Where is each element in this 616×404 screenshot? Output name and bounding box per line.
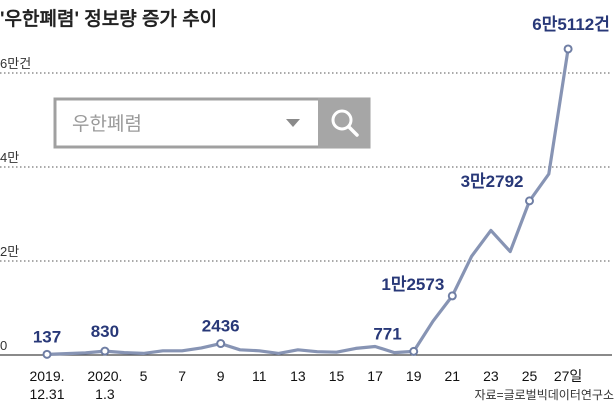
- source-note: 자료=글로벌빅데이터연구소: [475, 388, 615, 402]
- x-tick-label: 7: [178, 368, 186, 384]
- data-point-marker: [42, 349, 52, 359]
- x-tick-label: 1.3: [95, 386, 115, 402]
- data-point-marker: [216, 339, 226, 349]
- x-tick-label: 2019.: [29, 368, 64, 384]
- data-point-marker: [100, 346, 110, 356]
- x-tick-label: 25: [522, 368, 538, 384]
- label-layer: 137 830 2436 771 1만2573 3만2792 6만5112건: [33, 15, 610, 346]
- x-tick-label: 2020.: [87, 368, 122, 384]
- x-axis-ticks: 2019. 12.31 2020. 1.3 5 7 9 11 13 15 17 19 21 23 25 27일: [29, 368, 582, 402]
- y-tick-label: 4만: [0, 150, 19, 165]
- data-point-marker: [525, 196, 534, 206]
- x-tick-label: 11: [252, 368, 267, 384]
- x-tick-label: 19: [406, 368, 422, 384]
- data-point-marker: [409, 346, 419, 356]
- data-label: 2436: [202, 317, 240, 336]
- data-label: 771: [373, 324, 401, 343]
- data-label: 3만2792: [461, 172, 524, 191]
- y-tick-label: 6만건: [0, 56, 31, 71]
- x-tick-label: 17: [367, 368, 383, 384]
- x-tick-label: 15: [329, 368, 345, 384]
- x-tick-label: 23: [483, 368, 499, 384]
- data-point-marker: [563, 44, 573, 54]
- x-tick-label: 13: [290, 368, 306, 384]
- data-label: 1만2573: [381, 275, 444, 294]
- search-widget[interactable]: 우한폐렴: [53, 97, 371, 149]
- y-tick-label: 0: [0, 338, 7, 353]
- x-tick-label: 27일: [554, 368, 582, 384]
- search-input-text: 우한폐렴: [72, 113, 142, 135]
- x-tick-label: 21: [445, 368, 461, 384]
- marker-layer: [42, 44, 573, 359]
- x-tick-label: 9: [217, 368, 225, 384]
- search-icon: [331, 109, 359, 137]
- x-tick-label: 5: [140, 368, 148, 384]
- data-label: 6만5112건: [532, 15, 610, 34]
- chart-title: '우한폐렴' 정보량 증가 추이: [0, 8, 217, 30]
- y-tick-label: 2만: [0, 244, 19, 259]
- data-point-marker: [447, 291, 457, 301]
- search-button[interactable]: [318, 98, 370, 148]
- data-label: 137: [33, 327, 61, 346]
- data-label: 830: [91, 322, 119, 341]
- triangle-down-icon[interactable]: [286, 119, 300, 127]
- series-line: [45, 47, 570, 356]
- grid-layer: 6만건 4만 2만 0: [0, 56, 612, 356]
- x-tick-label: 12.31: [29, 386, 64, 402]
